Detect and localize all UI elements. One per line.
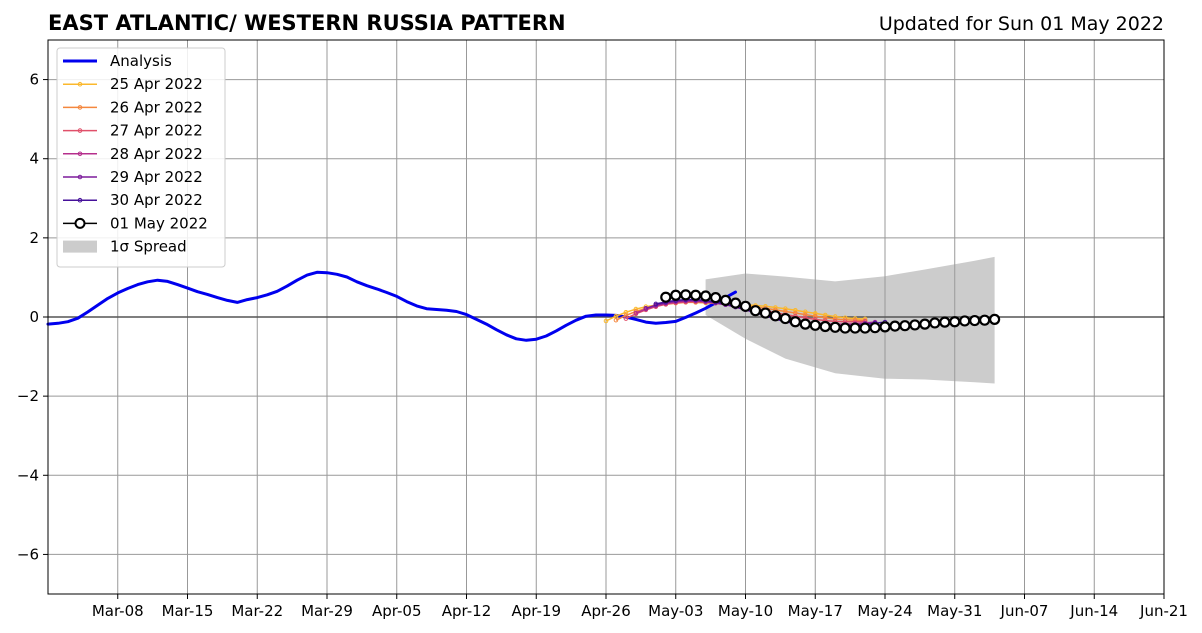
latest-forecast-point xyxy=(789,316,801,328)
latest-forecast-point xyxy=(959,315,971,327)
forecast-point xyxy=(643,305,649,311)
latest-forecast-point xyxy=(919,318,931,330)
x-tick-label: Mar-08 xyxy=(92,602,144,620)
latest-forecast-point xyxy=(929,317,941,329)
forecast-point xyxy=(822,315,828,321)
y-tick-label: −6 xyxy=(17,545,39,563)
latest-forecast-point xyxy=(670,289,682,301)
legend-swatch-marker xyxy=(77,105,83,110)
legend-label: 01 May 2022 xyxy=(110,214,208,232)
latest-forecast-point xyxy=(829,321,841,333)
legend-label: 29 Apr 2022 xyxy=(110,168,203,186)
legend-label: 26 Apr 2022 xyxy=(110,98,203,116)
x-tick-label: May-24 xyxy=(857,602,912,620)
latest-forecast-point xyxy=(680,289,692,301)
forecast-point xyxy=(812,311,818,316)
x-tick-label: Apr-26 xyxy=(581,602,631,620)
latest-forecast-point xyxy=(889,320,901,332)
latest-forecast-point xyxy=(799,318,811,330)
latest-forecast-point xyxy=(739,300,752,312)
x-tick-label: Mar-22 xyxy=(231,602,283,620)
x-tick-label: Jun-21 xyxy=(1139,602,1188,620)
chart-title: EAST ATLANTIC/ WESTERN RUSSIA PATTERN xyxy=(48,11,566,35)
latest-forecast-point xyxy=(819,320,831,333)
forecast-point xyxy=(613,317,619,323)
latest-forecast-point xyxy=(849,322,861,334)
latest-forecast-point xyxy=(759,307,772,319)
legend-label: 25 Apr 2022 xyxy=(110,75,203,93)
latest-forecast-point xyxy=(749,305,762,317)
latest-forecast-point xyxy=(899,320,911,332)
latest-forecast-point xyxy=(729,297,742,309)
latest-forecast-point xyxy=(700,290,712,302)
y-tick-label: 0 xyxy=(29,308,39,326)
x-tick-label: Mar-29 xyxy=(301,602,353,620)
latest-forecast-point xyxy=(719,294,732,306)
axes-layer: Mar-08 Mar-15 Mar-22 Mar-29 Apr-05 Apr-12 Apr-… xyxy=(17,39,1188,620)
x-tick-label: May-10 xyxy=(718,602,773,620)
legend-label: 30 Apr 2022 xyxy=(110,191,203,209)
x-tick-label: May-31 xyxy=(927,602,982,620)
chart-subtitle: Updated for Sun 01 May 2022 xyxy=(879,13,1164,35)
latest-forecast-point xyxy=(859,322,871,334)
latest-forecast-point xyxy=(949,316,961,328)
latest-forecast-point xyxy=(909,319,921,331)
y-tick-label: 2 xyxy=(29,229,39,247)
legend-label: 27 Apr 2022 xyxy=(110,122,203,140)
latest-layer xyxy=(660,289,1001,334)
latest-forecast-point xyxy=(969,314,981,327)
latest-forecast-point xyxy=(809,319,821,331)
legend-swatch-marker xyxy=(77,128,83,133)
latest-forecast-point xyxy=(869,322,881,334)
x-tick-label: Apr-05 xyxy=(372,602,422,620)
latest-forecast-point xyxy=(989,313,1001,325)
latest-forecast-point xyxy=(690,289,702,301)
y-tick-label: 6 xyxy=(29,71,39,89)
legend: Analysis 25 Apr 2022 26 Apr 2022 27 Apr 202… xyxy=(56,47,226,268)
forecast-point xyxy=(653,301,659,307)
forecast-point xyxy=(633,310,639,316)
legend-swatch-marker xyxy=(77,197,83,203)
x-tick-label: Jun-14 xyxy=(1069,602,1118,620)
legend-swatch-marker xyxy=(77,151,83,157)
y-tick-label: −2 xyxy=(17,387,39,405)
legend-swatch-spread xyxy=(63,240,97,253)
x-tick-label: Mar-15 xyxy=(162,602,214,620)
forecast-point xyxy=(793,307,798,313)
x-tick-label: May-17 xyxy=(788,602,843,620)
latest-forecast-point xyxy=(979,314,991,326)
x-tick-label: Jun-07 xyxy=(1000,602,1049,620)
latest-forecast-point xyxy=(779,312,791,325)
latest-forecast-point xyxy=(769,310,781,322)
y-tick-label: 4 xyxy=(29,150,39,168)
analysis-line xyxy=(46,270,737,342)
latest-forecast-point xyxy=(710,292,722,304)
legend-swatch-marker xyxy=(74,217,86,229)
analysis-layer xyxy=(46,270,737,342)
y-tick-label: −4 xyxy=(17,466,39,484)
forecast-point xyxy=(603,318,609,324)
latest-forecast-point xyxy=(660,291,672,303)
latest-forecast-point xyxy=(939,316,951,328)
legend-swatch-marker xyxy=(77,174,83,180)
forecast-point xyxy=(623,316,629,321)
legend-label: 1σ Spread xyxy=(110,238,187,256)
x-tick-label: May-03 xyxy=(648,602,703,620)
legend-label: 28 Apr 2022 xyxy=(110,145,203,163)
forecast-point xyxy=(822,312,828,318)
legend-box xyxy=(56,47,226,268)
x-tick-label: Apr-12 xyxy=(442,602,492,620)
forecast-point xyxy=(802,309,808,315)
legend-label: Analysis xyxy=(110,52,172,70)
latest-forecast-point xyxy=(839,322,851,334)
forecast-point xyxy=(783,306,788,311)
legend-swatch-marker xyxy=(77,81,83,87)
latest-forecast-point xyxy=(879,321,891,333)
x-tick-label: Apr-19 xyxy=(512,602,562,620)
